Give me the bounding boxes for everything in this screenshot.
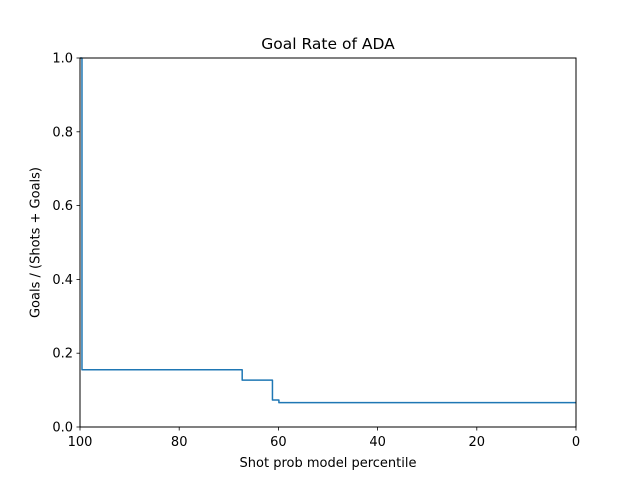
series-line-1 xyxy=(80,57,576,404)
y-tick-label: 1.0 xyxy=(52,52,73,67)
x-tick-label: 20 xyxy=(469,435,486,450)
x-tick-label: 80 xyxy=(171,435,188,450)
y-tick-label: 0.2 xyxy=(52,347,73,362)
y-tick-label: 0.4 xyxy=(52,273,73,288)
y-axis-ticks: 0.0 0.2 0.4 0.6 0.8 1.0 xyxy=(52,52,80,436)
x-tick-label: 100 xyxy=(68,435,93,450)
axes-frame xyxy=(79,57,577,428)
x-tick-label: 0 xyxy=(572,435,580,450)
x-axis-label: Shot prob model percentile xyxy=(240,456,417,471)
y-tick-label: 0.0 xyxy=(52,421,73,436)
chart-title: Goal Rate of ADA xyxy=(261,35,395,53)
plot-area xyxy=(80,57,576,404)
y-axis-label: Goals / (Shots + Goals) xyxy=(29,167,44,318)
y-tick-label: 0.8 xyxy=(52,125,73,140)
x-axis-ticks: 100 80 60 40 20 0 xyxy=(68,427,580,450)
y-tick-label: 0.6 xyxy=(52,199,73,214)
x-tick-label: 60 xyxy=(270,435,287,450)
x-tick-label: 40 xyxy=(369,435,386,450)
